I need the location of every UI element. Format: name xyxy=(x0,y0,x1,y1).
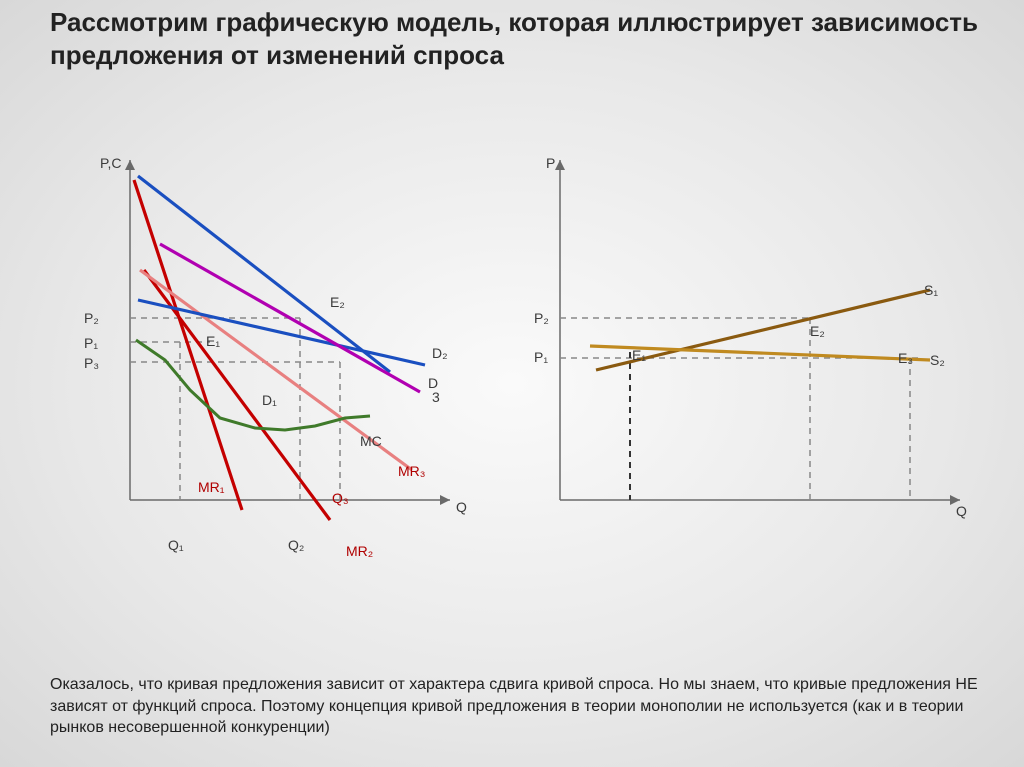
r-lbl-e2: E₂ xyxy=(810,323,825,339)
lbl-q2: Q₂ xyxy=(288,537,304,553)
line-d2 xyxy=(138,300,425,365)
r-lbl-p1: P₁ xyxy=(534,349,548,365)
line-mr1 xyxy=(134,180,242,510)
lbl-p3: P₃ xyxy=(84,355,99,371)
left-axes: P,C Q xyxy=(100,155,467,515)
left-labels: E₁ E₂ D₁ D₂ D 3 MC MR₁ MR₂ MR₃ Q₃ P₂ P₁ … xyxy=(84,294,448,559)
lbl-d1: D₁ xyxy=(262,392,277,408)
lbl-d2: D₂ xyxy=(432,345,448,361)
lbl-p2: P₂ xyxy=(84,310,99,326)
lbl-e1: E₁ xyxy=(206,333,220,349)
r-lbl-s2: S₂ xyxy=(930,352,945,368)
right-x-label: Q xyxy=(956,503,967,519)
r-lbl-p2: P₂ xyxy=(534,310,549,326)
left-guides xyxy=(130,318,340,500)
lbl-q1: Q₁ xyxy=(168,537,184,553)
right-labels: P₂ P₁ E₁ E₂ E₃ S₁ S₂ xyxy=(534,282,945,368)
left-x-label: Q xyxy=(456,499,467,515)
right-guides xyxy=(560,318,920,500)
footer-text: Оказалось, что кривая предложения зависи… xyxy=(50,674,984,739)
lbl-p1: P₁ xyxy=(84,335,98,351)
lbl-mr3: MR₃ xyxy=(398,463,425,479)
page-title: Рассмотрим графическую модель, которая и… xyxy=(50,6,984,71)
r-lbl-e3: E₃ xyxy=(898,350,913,366)
right-y-label: P xyxy=(546,155,555,171)
r-lbl-e1: E₁ xyxy=(632,347,646,363)
right-axes: P Q xyxy=(546,155,967,519)
lbl-q3: Q₃ xyxy=(332,490,349,506)
lbl-e2: E₂ xyxy=(330,294,345,310)
left-y-label: P,C xyxy=(100,155,122,171)
left-curves xyxy=(134,176,425,520)
lbl-d3b: 3 xyxy=(432,389,440,405)
charts-svg: P,C Q E₁ E₂ D₁ D₂ D 3 MC MR₁ MR₂ MR₃ Q₃ … xyxy=(50,140,974,570)
lbl-mr2: MR₂ xyxy=(346,543,373,559)
lbl-mc: MC xyxy=(360,433,382,449)
r-lbl-s1: S₁ xyxy=(924,282,938,298)
chart-area: P,C Q E₁ E₂ D₁ D₂ D 3 MC MR₁ MR₂ MR₃ Q₃ … xyxy=(50,140,974,570)
lbl-mr1: MR₁ xyxy=(198,479,225,495)
